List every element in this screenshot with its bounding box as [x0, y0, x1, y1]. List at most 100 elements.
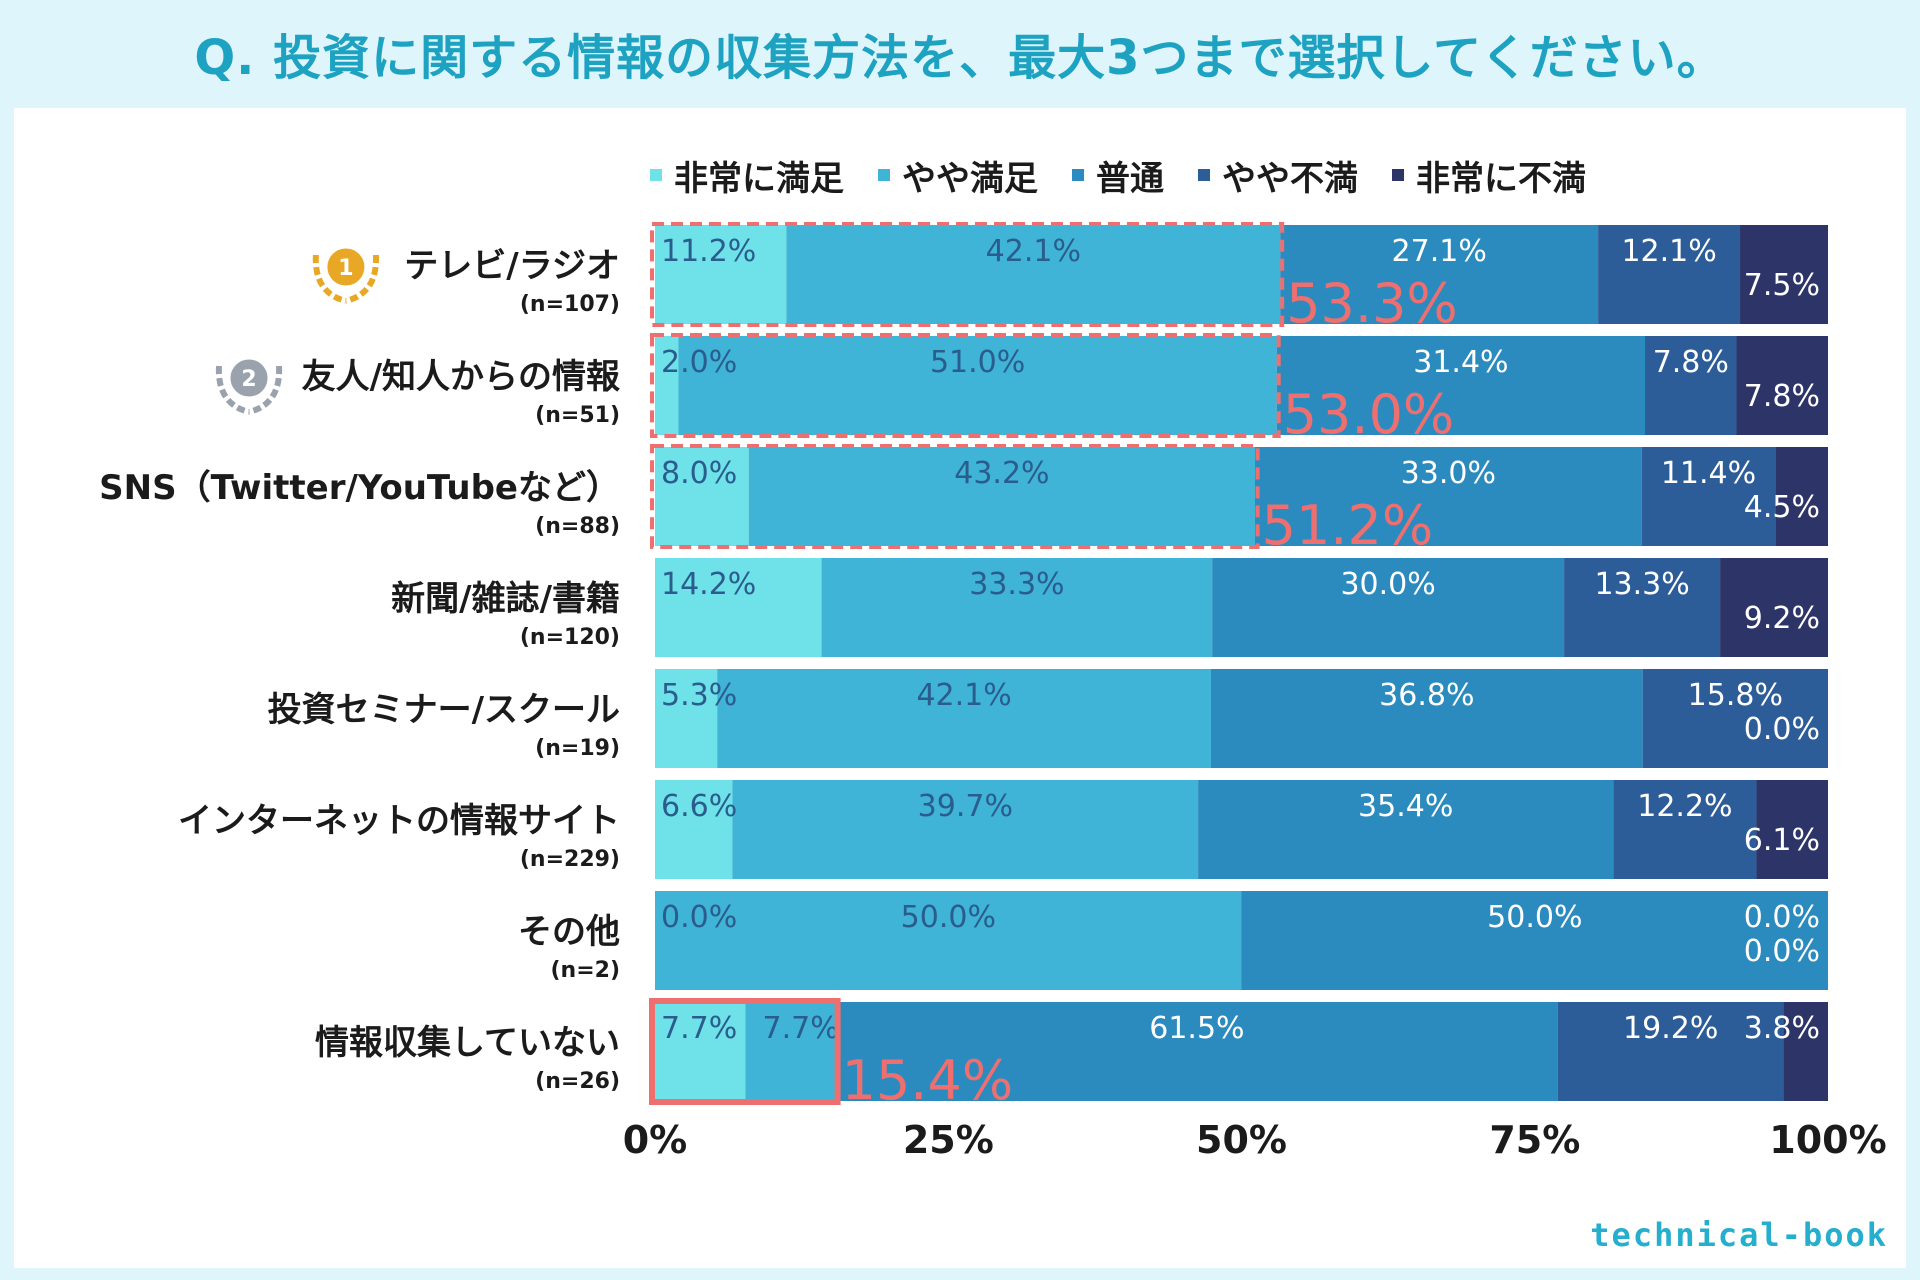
value-label-r5-s2: 42.1% [916, 678, 1011, 713]
x-tick-label-5: 100% [1769, 1118, 1886, 1162]
bar-segment-r2-s1 [655, 336, 679, 435]
bar-segment-r4-s3 [1212, 558, 1565, 657]
chart-title: Q. 投資に関する情報の収集方法を、最大3つまで選択してください。 [194, 30, 1726, 86]
technical-book-logo: technical-book [1590, 1216, 1888, 1254]
bar-segment-r3-s5 [1775, 447, 1828, 546]
category-label-2: 友人/知人からの情報 [302, 357, 620, 397]
legend-item-1: 非常に満足 [650, 151, 844, 200]
highlight-box-2 [650, 333, 1281, 438]
category-n-4: (n=120) [520, 625, 620, 650]
category-n-5: (n=19) [535, 736, 620, 761]
legend-item-3: 普通 [1072, 151, 1164, 200]
bar-segment-r6-s1 [655, 780, 733, 879]
legend-label-1: 非常に満足 [674, 158, 844, 199]
legend-swatch-4 [1198, 169, 1210, 181]
bar-segment-r2-s5 [1736, 336, 1828, 435]
category-label-4: 新聞/雑誌/書籍 [391, 579, 620, 619]
value-label-r1-s3: 27.1% [1392, 234, 1487, 269]
rank-medal-icon-2 [227, 356, 271, 400]
legend-label-2: やや満足 [902, 158, 1038, 199]
value-label-r4-s2: 33.3% [969, 567, 1064, 602]
x-tick-label-4: 75% [1489, 1118, 1580, 1162]
highlight-total-1: 53.3% [1286, 272, 1458, 335]
highlight-box-3 [650, 444, 1260, 549]
category-n-6: (n=229) [520, 847, 620, 872]
value-label-r1-s1: 11.2% [661, 234, 756, 269]
category-label-1: テレビ/ラジオ [404, 246, 620, 286]
legend-label-4: やや不満 [1222, 158, 1358, 199]
medal-wreath-right-1 [345, 254, 379, 304]
legend-item-2: やや満足 [878, 151, 1038, 200]
category-label-3: SNS（Twitter/YouTubeなど） [99, 468, 620, 508]
bar-segment-r5-s1 [655, 669, 718, 768]
value-label-r4-s5: 9.2% [1744, 601, 1820, 636]
value-label-r4-s4: 13.3% [1594, 567, 1689, 602]
highlight-box-4 [649, 998, 841, 1105]
bar-segment-r6-s2 [732, 780, 1199, 879]
highlight-total-4: 15.4% [842, 1049, 1014, 1112]
bar-segment-r1-s2 [786, 225, 1281, 324]
value-label-r3-s2: 43.2% [954, 456, 1049, 491]
medal-wreath-left-1 [312, 254, 347, 304]
bar-segment-r8-s3 [835, 1002, 1558, 1101]
value-label-r8-s5: 3.8% [1744, 1011, 1820, 1046]
legend: 非常に満足 やや満足 普通 やや不満 非常に不満 [650, 150, 1586, 200]
value-label-r5-s4: 15.8% [1688, 678, 1783, 713]
value-label-r8-s1: 7.7% [661, 1011, 737, 1046]
value-label-r3-s4: 11.4% [1661, 456, 1756, 491]
highlight-total-3: 51.2% [1262, 494, 1434, 557]
value-label-r7-s2: 50.0% [901, 900, 996, 935]
value-label-r5-s1: 5.3% [661, 678, 737, 713]
bar-segment-r8-s4 [1557, 1002, 1784, 1101]
legend-swatch-2 [878, 169, 890, 181]
bar-segment-r8-s5 [1783, 1002, 1828, 1101]
bar-segment-r4-s4 [1564, 558, 1721, 657]
value-label-r4-s1: 14.2% [661, 567, 756, 602]
legend-swatch-3 [1072, 169, 1084, 181]
bar-segment-r8-s2 [745, 1002, 836, 1101]
category-n-7: (n=2) [550, 958, 620, 983]
medal-wreath-left-2 [215, 365, 250, 415]
bar-segment-r1-s4 [1598, 225, 1741, 324]
value-label-r6-s3: 35.4% [1358, 789, 1453, 824]
value-label-r6-s4: 12.2% [1637, 789, 1732, 824]
bar-segment-r6-s3 [1198, 780, 1614, 879]
value-label-r2-s3: 31.4% [1413, 345, 1508, 380]
category-n-8: (n=26) [535, 1069, 620, 1094]
bar-segment-r7-s2 [655, 891, 1242, 990]
bar-segment-r1-s1 [655, 225, 787, 324]
bar-segment-r3-s1 [655, 447, 749, 546]
value-label-r5-s5: 0.0% [1744, 712, 1820, 747]
value-label-r1-s2: 42.1% [986, 234, 1081, 269]
medal-wreath-right-2 [248, 365, 283, 415]
x-tick-label-3: 50% [1196, 1118, 1287, 1162]
value-label-r3-s1: 8.0% [661, 456, 737, 491]
legend-swatch-5 [1392, 169, 1404, 181]
highlight-box-1 [650, 222, 1285, 327]
value-label-r1-s4: 12.1% [1621, 234, 1716, 269]
value-label-r2-s1: 2.0% [661, 345, 737, 380]
bar-segment-r4-s1 [655, 558, 822, 657]
value-label-r2-s2: 51.0% [930, 345, 1025, 380]
value-label-r7-s5: 0.0% [1744, 934, 1820, 969]
value-label-r3-s5: 4.5% [1744, 490, 1820, 525]
value-label-r6-s2: 39.7% [918, 789, 1013, 824]
value-label-r8-s3: 61.5% [1149, 1011, 1244, 1046]
x-tick-label-1: 0% [623, 1118, 688, 1162]
value-label-r7-s3: 50.0% [1487, 900, 1582, 935]
bar-segment-r8-s1 [655, 1002, 746, 1101]
value-label-r7-s4: 0.0% [1744, 900, 1820, 935]
bar-segment-r5-s2 [717, 669, 1211, 768]
bar-segment-r3-s2 [748, 447, 1255, 546]
legend-item-4: やや不満 [1198, 151, 1358, 200]
bar-segment-r2-s2 [678, 336, 1277, 435]
bar-segment-r1-s3 [1280, 225, 1599, 324]
bar-segment-r5-s3 [1211, 669, 1643, 768]
value-label-r2-s4: 7.8% [1653, 345, 1729, 380]
bar-segment-r4-s5 [1720, 558, 1828, 657]
category-n-1: (n=107) [520, 292, 620, 317]
category-label-8: 情報収集していない [315, 1023, 620, 1063]
value-label-r3-s3: 33.0% [1401, 456, 1496, 491]
value-label-r7-s1: 0.0% [661, 900, 737, 935]
